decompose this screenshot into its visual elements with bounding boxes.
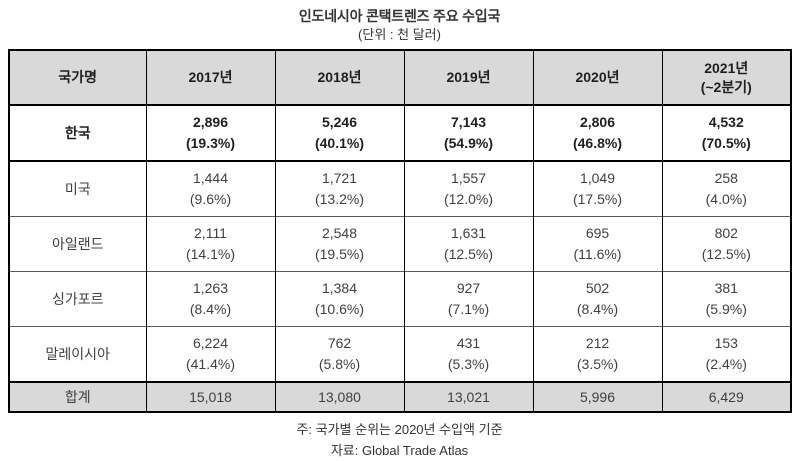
header-sublabel: (~2분기): [700, 78, 752, 95]
value-cell: 802 (12.5%): [661, 216, 792, 272]
table-row-ireland: 아일랜드 2,111 (14.1%) 2,548 (19.5%) 1,631 (12.…: [8, 216, 792, 272]
header-country: 국가명: [8, 50, 147, 106]
value-cell: 1,384 (10.6%): [274, 271, 405, 327]
value-cell: 1,049 (17.5%): [532, 161, 663, 217]
header-label: 2019년: [446, 69, 491, 85]
page-title: 인도네시아 콘택트렌즈 주요 수입국: [298, 8, 501, 24]
unit-label: (단위 : 천 달러): [358, 27, 441, 42]
table-header-row: 국가명 2017년 2018년 2019년 2020년 2021년 (~2: [8, 50, 792, 106]
header-2020: 2020년: [532, 50, 663, 106]
country-cell: 미국: [8, 161, 147, 217]
value-cell: 1,557 (12.0%): [403, 161, 534, 217]
value-cell: 2,548 (19.5%): [274, 216, 405, 272]
value-cell: 6,224 (41.4%): [145, 326, 276, 382]
value-cell: 5,246 (40.1%): [274, 105, 405, 161]
value-cell: 695 (11.6%): [532, 216, 663, 272]
value-cell: 2,896 (19.3%): [145, 105, 276, 161]
note-source: 자료: Global Trade Atlas: [330, 443, 469, 458]
total-value-cell: 6,429: [661, 382, 792, 412]
header-label: 2017년: [188, 69, 233, 85]
footer-notes: 주: 국가별 순위는 2020년 수입액 기준 자료: Global Trade…: [0, 419, 799, 461]
total-value-cell: 13,080: [274, 382, 405, 412]
header-2017: 2017년: [145, 50, 276, 106]
table-row-usa: 미국 1,444 (9.6%) 1,721 (13.2%) 1,557 (12.0%)…: [8, 161, 792, 217]
value-cell: 4,532 (70.5%): [661, 105, 792, 161]
value-cell: 502 (8.4%): [532, 271, 663, 327]
total-label-cell: 합계: [8, 382, 147, 412]
header-2018: 2018년: [274, 50, 405, 106]
header-label: 2021년: [704, 59, 749, 76]
header-label: 2020년: [575, 69, 620, 85]
value-cell: 431 (5.3%): [403, 326, 534, 382]
value-cell: 927 (7.1%): [403, 271, 534, 327]
value-cell: 212 (3.5%): [532, 326, 663, 382]
value-cell: 7,143 (54.9%): [403, 105, 534, 161]
header-label: 국가명: [58, 69, 98, 85]
header-label: 2018년: [317, 69, 362, 85]
value-cell: 2,111 (14.1%): [145, 216, 276, 272]
country-cell: 한국: [8, 105, 147, 161]
table-row-singapore: 싱가포르 1,263 (8.4%) 1,384 (10.6%) 927 (7.1%) …: [8, 271, 792, 327]
country-cell: 아일랜드: [8, 216, 147, 272]
import-table: 국가명 2017년 2018년 2019년 2020년 2021년 (~2: [8, 49, 792, 413]
value-cell: 258 (4.0%): [661, 161, 792, 217]
total-value-cell: 13,021: [403, 382, 534, 412]
value-cell: 381 (5.9%): [661, 271, 792, 327]
value-cell: 2,806 (46.8%): [532, 105, 663, 161]
country-cell: 말레이시아: [8, 326, 147, 382]
table-row-korea: 한국 2,896 (19.3%) 5,246 (40.1%) 7,143 (54.9%…: [8, 105, 792, 161]
table-row-malaysia: 말레이시아 6,224 (41.4%) 762 (5.8%) 431 (5.3%) 2…: [8, 326, 792, 382]
value-cell: 1,444 (9.6%): [145, 161, 276, 217]
value-cell: 153 (2.4%): [661, 326, 792, 382]
country-cell: 싱가포르: [8, 271, 147, 327]
header-2019: 2019년: [403, 50, 534, 106]
value-cell: 762 (5.8%): [274, 326, 405, 382]
total-value-cell: 5,996: [532, 382, 663, 412]
value-cell: 1,631 (12.5%): [403, 216, 534, 272]
header-2021: 2021년 (~2분기): [661, 50, 792, 106]
value-cell: 1,263 (8.4%): [145, 271, 276, 327]
note-ranking-basis: 주: 국가별 순위는 2020년 수입액 기준: [296, 422, 503, 437]
table-row-total: 합계 15,018 13,080 13,021 5,996 6,429: [8, 382, 792, 412]
total-value-cell: 15,018: [145, 382, 276, 412]
value-cell: 1,721 (13.2%): [274, 161, 405, 217]
